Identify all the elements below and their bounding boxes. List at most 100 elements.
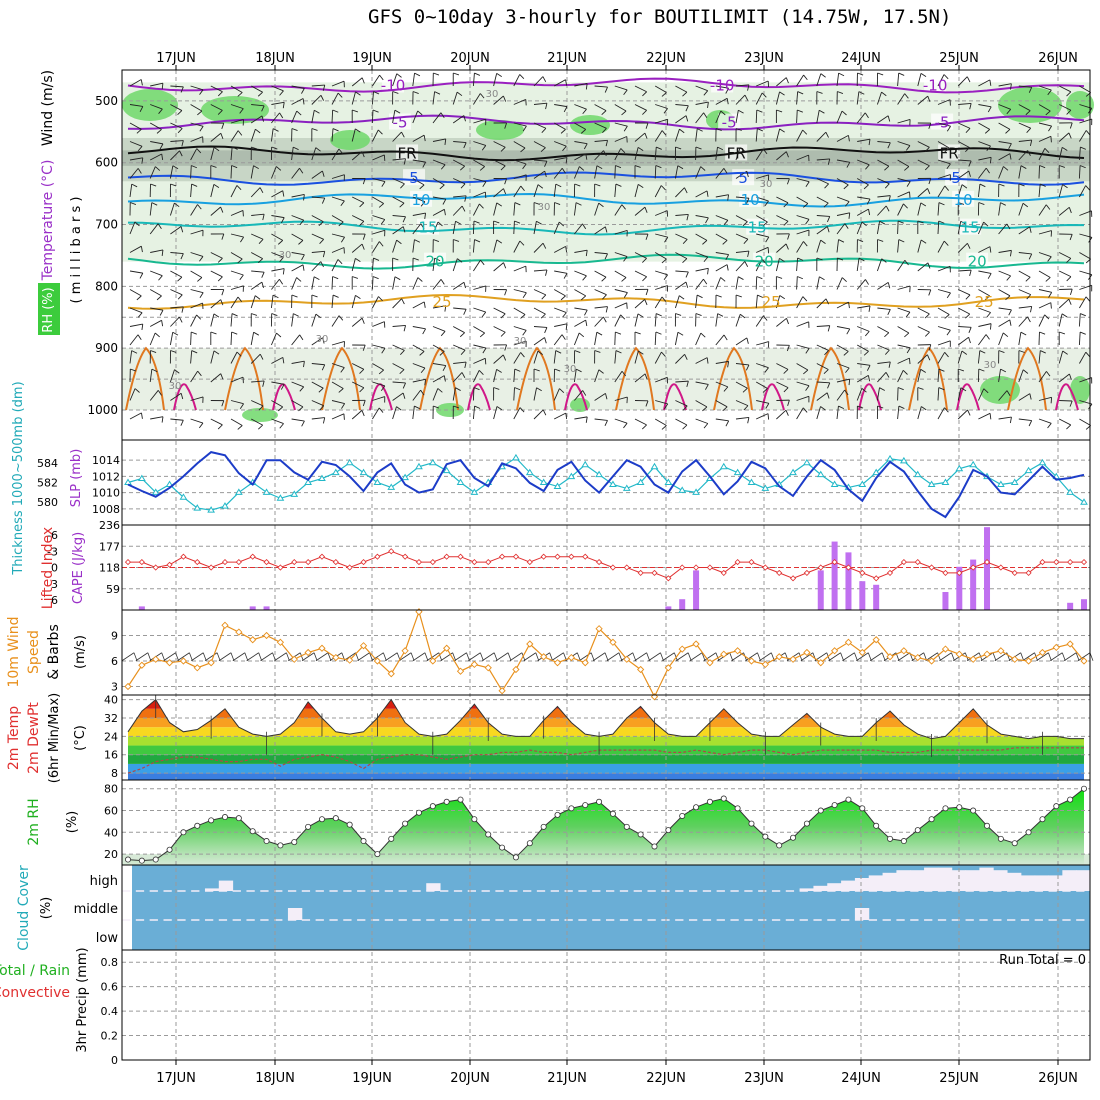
upper-ytick-900: 900: [95, 341, 118, 355]
date-bottom-24JUN: 24JUN: [841, 1071, 881, 1086]
wind-barb: [856, 112, 866, 124]
wind-barb: [351, 295, 356, 309]
wind-barb-10m: [939, 652, 952, 662]
wind-barb: [372, 74, 380, 87]
thickness-point: [747, 478, 756, 485]
wind-barb: [230, 165, 233, 179]
wind-barb-flag: [301, 254, 305, 261]
wind-speed-point: [803, 648, 811, 657]
lifted-index-point: [692, 564, 700, 571]
wind-barb-flag: [396, 239, 402, 245]
rh-line: [127, 788, 1085, 862]
wind-barb: [412, 212, 426, 216]
wind-barb-flag: [500, 331, 506, 337]
wind-barb-flag: [1022, 202, 1029, 208]
wind-barb-flag: [255, 128, 261, 134]
wind-barb-flag: [783, 202, 789, 208]
date-top-19JUN: 19JUN: [352, 51, 392, 66]
wind-barb: [897, 406, 900, 420]
wind-barb: [877, 159, 890, 167]
wind-barb: [796, 74, 804, 87]
wind-barb-flag: [522, 330, 527, 336]
wind-barb-flag: [378, 407, 384, 413]
wind-barb-flag: [541, 127, 547, 133]
wind-barb-flag: [251, 313, 258, 316]
wind-barb-flag: [727, 194, 730, 201]
wind-barb: [190, 85, 204, 91]
wind-barb-flag: [396, 406, 402, 411]
wind-barb: [513, 289, 527, 294]
date-bottom-19JUN: 19JUN: [352, 1071, 392, 1086]
temp-tick-8: 8: [111, 767, 118, 780]
wind-barb-10m-flag: [881, 652, 886, 661]
wind-barb: [796, 129, 804, 142]
wind-barb-flag: [352, 109, 359, 113]
wind-barb-flag: [419, 184, 425, 190]
contour-label--5: -5: [722, 114, 737, 132]
wind-barb: [998, 289, 1011, 297]
wind-barb: [291, 194, 305, 198]
wind-barb-flag: [944, 314, 950, 319]
wind-barb-flag: [887, 282, 891, 289]
wind-barb-flag: [563, 273, 568, 279]
wind-barb-10m-flag: [1020, 652, 1025, 661]
wind-barb-flag: [237, 296, 243, 303]
wind-barb-flag: [272, 128, 279, 132]
lifted-index-point: [194, 559, 201, 566]
date-bottom-18JUN: 18JUN: [255, 1071, 295, 1086]
wind-barb-10m-flag: [493, 652, 498, 661]
wind-barb: [150, 249, 164, 253]
wind-barb-flag: [979, 183, 986, 188]
wind-speed-point: [470, 660, 479, 669]
temp-band: [128, 708, 1084, 718]
wind-barb-flag: [1029, 226, 1032, 233]
wind-barb-flag: [378, 296, 383, 302]
wind-speed-point: [664, 664, 672, 672]
wind-barb-flag: [221, 289, 225, 296]
wind-barb-flag: [677, 331, 684, 336]
lifted-index-point: [499, 553, 506, 560]
wind-barb-flag: [180, 86, 184, 93]
wind-barb: [412, 110, 419, 124]
thickness-point: [858, 480, 867, 487]
wind-barb: [957, 307, 970, 315]
high-cloud-clear: [1034, 875, 1050, 891]
wind-barb-flag: [440, 112, 445, 118]
wind-barb: [674, 165, 679, 179]
wind-speed-point: [165, 659, 174, 667]
wind-barb-flag: [1068, 132, 1072, 139]
wind-barb-flag: [372, 109, 379, 113]
wind-barb-flag: [938, 387, 945, 391]
wind-barb-flag: [706, 357, 709, 364]
wind-barb: [937, 185, 946, 198]
wind-barb-10m: [897, 652, 911, 662]
wind-barb: [533, 221, 537, 235]
wind-barb: [412, 406, 415, 420]
wind-barb: [553, 184, 557, 198]
wind-speed-point: [1024, 657, 1033, 665]
wind-barb: [513, 74, 521, 87]
wind-barb-flag: [373, 257, 380, 261]
wind-barb-flag: [379, 241, 384, 247]
wind-barb-flag: [555, 183, 562, 188]
wind-barb-flag: [296, 277, 302, 282]
wind-barb: [149, 202, 153, 216]
wind-barb-flag: [989, 323, 992, 330]
cape-bar: [1067, 602, 1074, 610]
wind-barb: [614, 289, 628, 293]
wind-barb-10m-flag: [590, 652, 595, 661]
wind-barb-flag: [644, 299, 648, 306]
wind-barb: [452, 372, 463, 383]
wind-barb-flag: [355, 258, 361, 263]
wind-barb: [776, 196, 789, 204]
wind-speed-point: [429, 657, 437, 665]
wind-barb: [655, 376, 668, 383]
wind-barb: [1059, 400, 1073, 402]
wind-barb: [836, 178, 849, 186]
wind-barb: [533, 350, 539, 364]
wind-barb: [614, 418, 628, 424]
wind-barb: [816, 131, 827, 142]
wind-barb-flag: [519, 240, 525, 246]
upper-temp-label: Temperature (°C): [40, 160, 56, 282]
wind-barb-flag: [944, 352, 949, 358]
